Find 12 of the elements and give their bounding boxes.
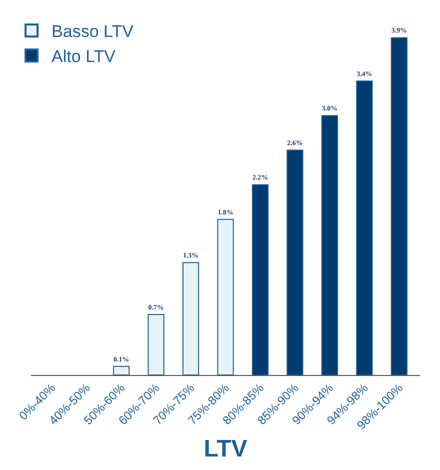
bar <box>217 218 234 375</box>
bar <box>182 262 200 375</box>
bar <box>286 150 304 375</box>
bar <box>390 37 408 375</box>
bar <box>148 314 164 375</box>
legend-label: Alto LTV <box>52 47 116 66</box>
bar <box>112 366 130 375</box>
legend-label: Basso LTV <box>52 22 134 42</box>
bar <box>356 80 373 375</box>
bar <box>252 184 269 375</box>
x-axis-title: LTV <box>204 436 248 463</box>
bar <box>321 115 338 375</box>
